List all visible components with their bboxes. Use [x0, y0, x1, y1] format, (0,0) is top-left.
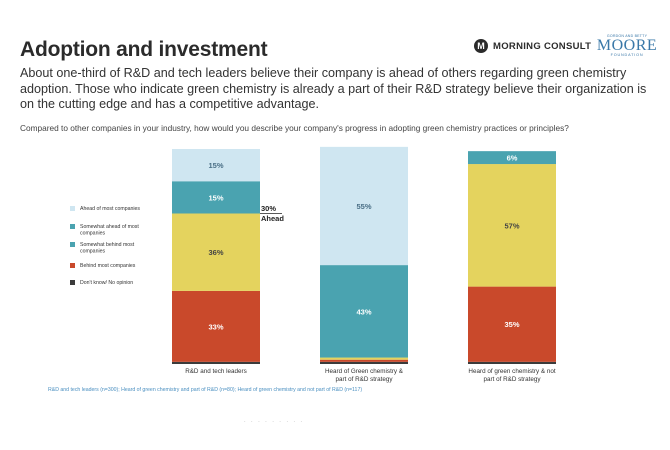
moore-logo-main: MOORE [596, 37, 658, 54]
annotation-text: Ahead [261, 214, 284, 223]
moore-logo-top: GORDON AND BETTY [606, 34, 648, 38]
legend-label: Behind most companies [80, 263, 136, 269]
data-label: 43% [356, 307, 371, 316]
legend-label: companies [80, 249, 105, 255]
data-label: 55% [356, 202, 371, 211]
page-title: Adoption and investment [20, 38, 268, 61]
bar-segment-3-somewhat-ahead-of-most-companies [468, 151, 556, 165]
bar-segment-1-somewhat-behind-most-companies [172, 213, 260, 291]
bar-segment-2-somewhat-behind-most-companies [320, 357, 408, 360]
category-label: part of R&D strategy [483, 376, 541, 383]
page-subtitle: About one-third of R&D and tech leaders … [20, 66, 647, 111]
bar-segment-2-don-t-know-no-opinion [320, 361, 408, 364]
data-label: 6% [507, 154, 518, 163]
bar-segment-3-don-t-know-no-opinion [468, 361, 556, 364]
data-label: 15% [208, 193, 223, 202]
legend-label: Don't know/ No opinion [80, 280, 133, 286]
bar-segment-2-somewhat-ahead-of-most-companies [320, 265, 408, 358]
legend-label: Somewhat behind most [80, 242, 135, 248]
legend-swatch [70, 263, 75, 268]
moore-foundation-logo: GORDON AND BETTY MOORE FOUNDATION [595, 34, 659, 57]
legend-swatch [70, 242, 75, 247]
legend-label: companies [80, 231, 105, 237]
category-label: part of R&D strategy [335, 376, 393, 383]
moore-logo-bottom: FOUNDATION [610, 53, 644, 57]
morning-consult-icon: M [474, 39, 488, 53]
category-label: Heard of Green chemistry & [325, 368, 404, 375]
data-label: 35% [504, 320, 519, 329]
bar-segment-1-somewhat-ahead-of-most-companies [172, 181, 260, 214]
data-label: 36% [208, 248, 223, 257]
category-label: R&D and tech leaders [185, 368, 247, 375]
bar-segment-1-ahead-of-most-companies [172, 149, 260, 182]
morning-consult-wordmark: MORNING CONSULT [493, 40, 592, 52]
legend-swatch [70, 206, 75, 211]
bar-segment-2-ahead-of-most-companies [320, 146, 408, 266]
bar-segment-3-behind-most-companies [468, 286, 556, 362]
legend-swatch [70, 224, 75, 229]
morning-consult-logo: M MORNING CONSULT [474, 39, 591, 53]
annotation-value: 30% [261, 204, 276, 213]
bar-segment-3-somewhat-behind-most-companies [468, 164, 556, 287]
survey-question: Compared to other companies in your indu… [20, 123, 569, 133]
legend-label: Ahead of most companies [80, 206, 140, 212]
bar-segment-2-behind-most-companies [320, 359, 408, 362]
footnote: R&D and tech leaders (n=300); Heard of g… [48, 387, 363, 393]
category-label: Heard of green chemistry & not [468, 368, 555, 375]
logos: M MORNING CONSULT GORDON AND BETTY MOORE… [474, 34, 659, 63]
data-label: 33% [208, 322, 223, 331]
legend-swatch [70, 280, 75, 285]
page-mark: · · · · · · · · · [244, 419, 305, 425]
data-label: 57% [504, 221, 519, 230]
legend-label: Somewhat ahead of most [80, 224, 139, 230]
bar-segment-1-don-t-know-no-opinion [172, 361, 260, 364]
bar-segment-1-behind-most-companies [172, 290, 260, 362]
data-label: 15% [208, 161, 223, 170]
